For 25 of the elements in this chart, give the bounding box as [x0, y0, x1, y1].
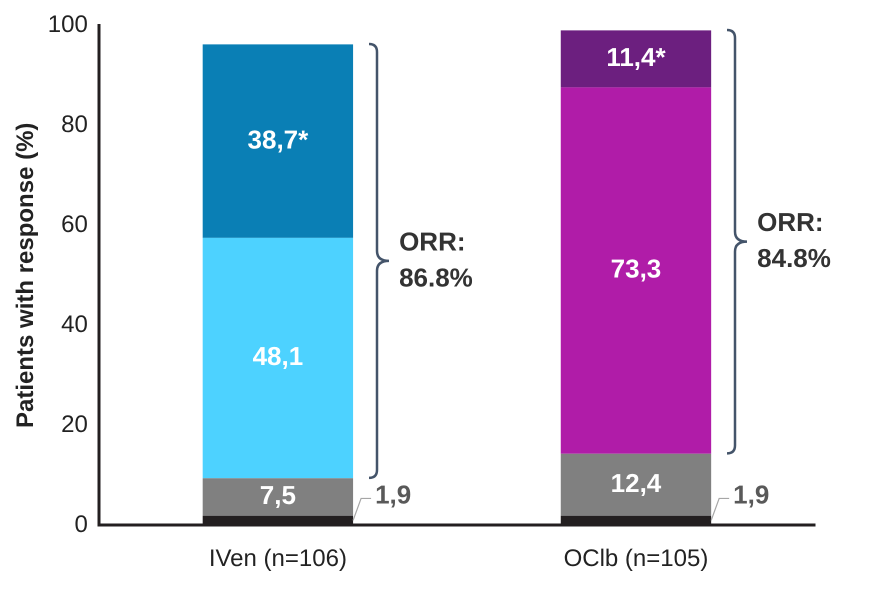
y-axis-title: Patients with response (%) — [12, 122, 40, 428]
data-label: 73,3 — [610, 254, 662, 284]
bar — [560, 87, 712, 454]
data-label: 1,9 — [375, 480, 412, 510]
data-label: 48,1 — [252, 341, 304, 372]
y-tick-label: 80 — [61, 110, 88, 138]
y-tick-label: 0 — [74, 510, 88, 538]
x-tick-label: IVen (n=106) — [208, 545, 347, 572]
y-tick-label: 40 — [61, 310, 88, 338]
y-tick-label: 100 — [48, 11, 88, 38]
bar — [202, 44, 354, 238]
bar — [202, 238, 354, 478]
annotation: ORR: 86.8% — [399, 226, 473, 292]
bar — [202, 478, 354, 516]
x-tick-label: OClb (n=105) — [564, 545, 708, 572]
y-tick-label: 60 — [61, 210, 88, 238]
bar — [560, 454, 712, 516]
y-tick-label: 20 — [61, 410, 88, 438]
data-label: 7,5 — [260, 480, 296, 510]
data-label: 38,7* — [248, 124, 310, 154]
data-label: 12,4 — [610, 468, 662, 498]
bar — [560, 30, 712, 88]
data-label: 1,9 — [733, 480, 770, 510]
data-label: 11,4* — [606, 42, 666, 72]
annotation: ORR: 84.8% — [757, 207, 831, 274]
